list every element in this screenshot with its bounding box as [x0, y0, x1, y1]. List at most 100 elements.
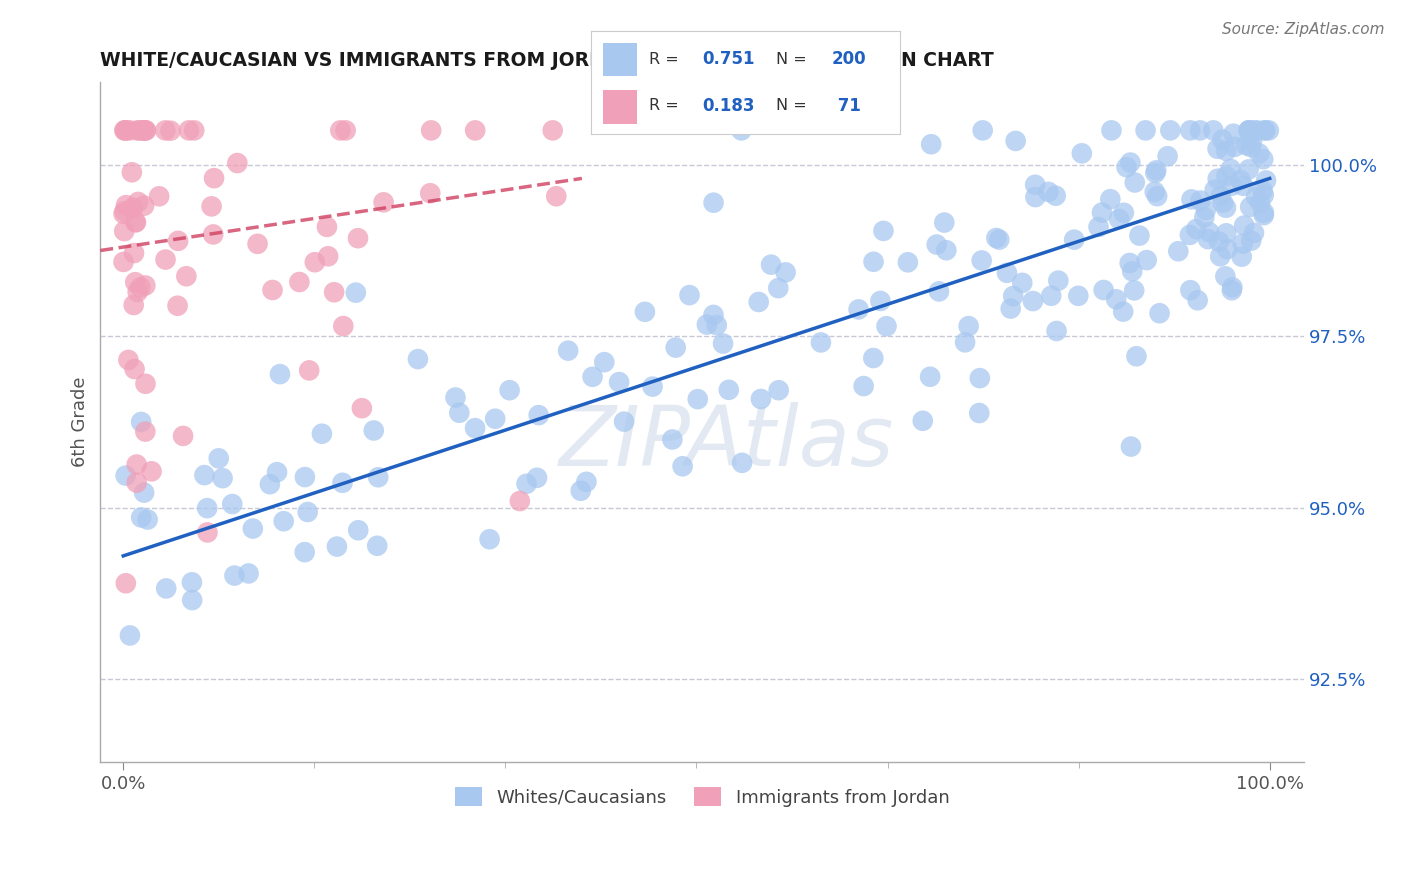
Point	[1022, 294, 1045, 309]
Point	[202, 227, 225, 242]
Point	[686, 392, 709, 406]
Point	[1063, 233, 1085, 247]
Point	[112, 123, 135, 137]
Point	[1159, 123, 1181, 137]
Point	[1000, 301, 1022, 316]
Point	[124, 362, 146, 376]
Point	[112, 207, 135, 221]
Point	[1118, 256, 1140, 270]
Point	[810, 335, 832, 350]
Point	[1220, 283, 1243, 297]
Point	[1220, 178, 1243, 193]
Point	[195, 501, 218, 516]
Point	[696, 318, 718, 332]
Point	[1195, 202, 1218, 217]
Point	[1212, 195, 1234, 210]
Point	[406, 352, 429, 367]
Text: 0.751: 0.751	[702, 51, 755, 69]
Point	[115, 123, 138, 137]
Point	[569, 483, 592, 498]
Point	[122, 298, 145, 312]
Point	[1167, 244, 1189, 259]
Point	[1070, 146, 1092, 161]
Point	[1239, 200, 1261, 214]
Point	[326, 540, 349, 554]
Point	[202, 171, 225, 186]
Point	[706, 318, 728, 332]
Point	[703, 195, 725, 210]
Point	[925, 237, 948, 252]
Point	[671, 459, 693, 474]
Point	[125, 458, 148, 472]
Point	[332, 319, 354, 334]
Point	[197, 525, 219, 540]
Point	[1002, 289, 1025, 303]
Point	[114, 576, 136, 591]
Point	[509, 494, 531, 508]
Point	[897, 255, 920, 269]
Point	[129, 510, 152, 524]
Point	[1101, 123, 1123, 137]
Point	[316, 249, 339, 263]
Point	[132, 123, 155, 137]
Point	[1119, 155, 1142, 169]
Point	[193, 468, 215, 483]
Point	[118, 123, 141, 137]
Point	[288, 275, 311, 289]
Point	[132, 199, 155, 213]
Point	[297, 505, 319, 519]
Point	[995, 266, 1018, 280]
Point	[181, 593, 204, 607]
Point	[1232, 178, 1254, 193]
Point	[1143, 185, 1166, 199]
Point	[759, 258, 782, 272]
Point	[934, 216, 956, 230]
Point	[449, 406, 471, 420]
Point	[464, 123, 486, 137]
Point	[1136, 253, 1159, 268]
Point	[1197, 232, 1219, 246]
Point	[1223, 140, 1246, 154]
Point	[613, 415, 636, 429]
Point	[1216, 242, 1239, 256]
Point	[294, 470, 316, 484]
Point	[1202, 123, 1225, 137]
Point	[557, 343, 579, 358]
Point	[748, 295, 770, 310]
Text: N =: N =	[776, 52, 813, 67]
Point	[575, 475, 598, 489]
Point	[1243, 123, 1265, 137]
Point	[242, 522, 264, 536]
Text: ZIPAtlas: ZIPAtlas	[558, 402, 894, 483]
Point	[1045, 188, 1067, 202]
Point	[208, 451, 231, 466]
Point	[1251, 184, 1274, 198]
Point	[967, 406, 990, 420]
Point	[1185, 222, 1208, 236]
Point	[1198, 225, 1220, 239]
Text: N =: N =	[776, 98, 813, 113]
Point	[224, 568, 246, 582]
Point	[329, 123, 352, 137]
Point	[1038, 185, 1060, 199]
Point	[731, 456, 754, 470]
Point	[1229, 173, 1251, 187]
Point	[134, 376, 156, 391]
Point	[1230, 250, 1253, 264]
Point	[141, 464, 163, 478]
Point	[1180, 193, 1202, 207]
Point	[969, 371, 991, 385]
Point	[226, 156, 249, 170]
Point	[1209, 249, 1232, 263]
Point	[634, 305, 657, 319]
Point	[316, 219, 339, 234]
Point	[1099, 192, 1122, 206]
Point	[920, 137, 942, 152]
Point	[1215, 169, 1237, 183]
Point	[211, 471, 233, 485]
Point	[183, 123, 205, 137]
Point	[1112, 206, 1135, 220]
Point	[155, 252, 177, 267]
Point	[1123, 176, 1146, 190]
Point	[1254, 173, 1277, 187]
